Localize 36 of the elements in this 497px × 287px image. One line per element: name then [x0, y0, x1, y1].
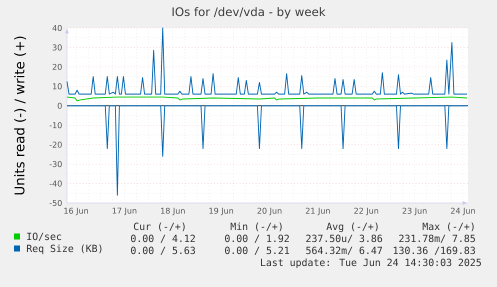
- chart-title: IOs for /dev/vda - by week: [172, 7, 326, 18]
- text: Cur (-/+): [134, 222, 185, 232]
- y-tick-label: 30: [52, 44, 62, 50]
- y-tick-label: -50: [50, 200, 62, 206]
- y-tick-label: 40: [52, 24, 62, 32]
- x-tick-label: 22 Jun: [354, 208, 378, 216]
- x-tick-label: 20 Jun: [257, 208, 282, 216]
- text: 564.32m/ 6.47: [306, 246, 382, 255]
- x-tick-label: 16 Jun: [64, 208, 88, 216]
- y-tick-label: -40: [50, 180, 62, 187]
- y-tick-label: -20: [50, 142, 62, 148]
- text: 0.00 / 5.21: [225, 246, 290, 255]
- legend-label: IO/sec: [27, 232, 62, 241]
- text: 237.50u/ 3.86: [306, 234, 382, 243]
- legend-label: Req Size (KB): [26, 244, 102, 254]
- x-tick-label: 24 Jun: [450, 208, 475, 216]
- x-tick-label: 17 Jun: [112, 208, 136, 216]
- y-axis-title: Units read (-) / write (+): [14, 36, 26, 194]
- y-tick-label: -10: [50, 122, 62, 128]
- x-tick-label: 21 Jun: [306, 208, 330, 216]
- text: Min (-/+): [230, 222, 282, 232]
- y-tick-label: -30: [50, 161, 62, 168]
- text: 0.00 / 4.12: [131, 234, 195, 243]
- y-tick-label: 0: [58, 102, 62, 109]
- x-tick-label: 19 Jun: [209, 208, 234, 216]
- text: 231.78m/ 7.85: [399, 234, 475, 243]
- x-tick-label: 23 Jun: [402, 208, 427, 216]
- y-tick-label: 20: [52, 64, 62, 70]
- text: 0.00 / 5.63: [131, 246, 195, 255]
- text: Max (-/+): [422, 222, 474, 232]
- text: Avg (-/+): [326, 222, 378, 232]
- x-tick-label: 18 Jun: [161, 208, 185, 216]
- text: Last update: Tue Jun 24 14:30:03 2025: [261, 258, 481, 268]
- text: 0.00 / 1.92: [225, 234, 289, 243]
- text: 130.36 /169.83: [394, 246, 475, 255]
- y-tick-label: 10: [52, 83, 62, 90]
